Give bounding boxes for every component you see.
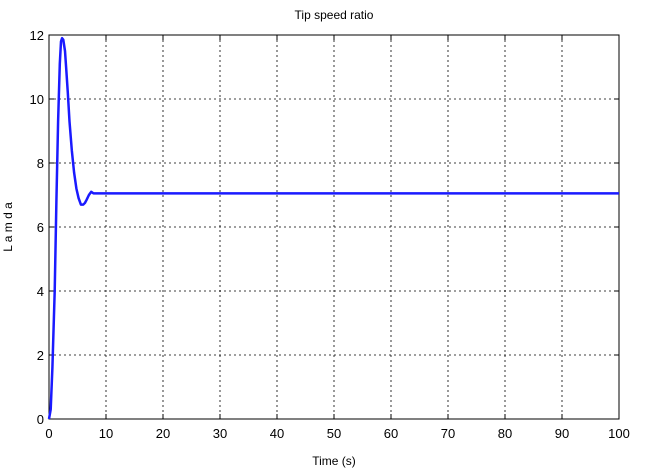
y-tick-label: 12: [30, 28, 44, 43]
x-axis-label: Time (s): [312, 454, 356, 468]
chart-title: Tip speed ratio: [295, 8, 374, 22]
x-tick-label: 20: [156, 426, 170, 441]
grid-lines: [49, 35, 619, 419]
series-line: [47, 36, 619, 420]
y-tick-label: 2: [37, 348, 44, 363]
y-tick-label: 4: [37, 284, 44, 299]
axis-ticks: 0 10 20 30 40 50 60 70 80 90 100 0 2 4 6 8 10 12: [30, 28, 630, 441]
x-tick-label: 0: [45, 426, 52, 441]
x-tick-label: 40: [270, 426, 284, 441]
x-tick-label: 100: [608, 426, 630, 441]
x-tick-label: 60: [384, 426, 398, 441]
y-axis-label: L a m d a: [1, 202, 15, 252]
y-tick-label: 10: [30, 92, 44, 107]
y-tick-label: 0: [37, 412, 44, 427]
y-tick-label: 6: [37, 220, 44, 235]
x-tick-label: 90: [555, 426, 569, 441]
series-group: [47, 36, 619, 420]
x-tick-label: 10: [99, 426, 113, 441]
x-tick-label: 50: [327, 426, 341, 441]
x-tick-label: 80: [498, 426, 512, 441]
y-tick-label: 8: [37, 156, 44, 171]
x-tick-label: 70: [441, 426, 455, 441]
x-tick-label: 30: [213, 426, 227, 441]
